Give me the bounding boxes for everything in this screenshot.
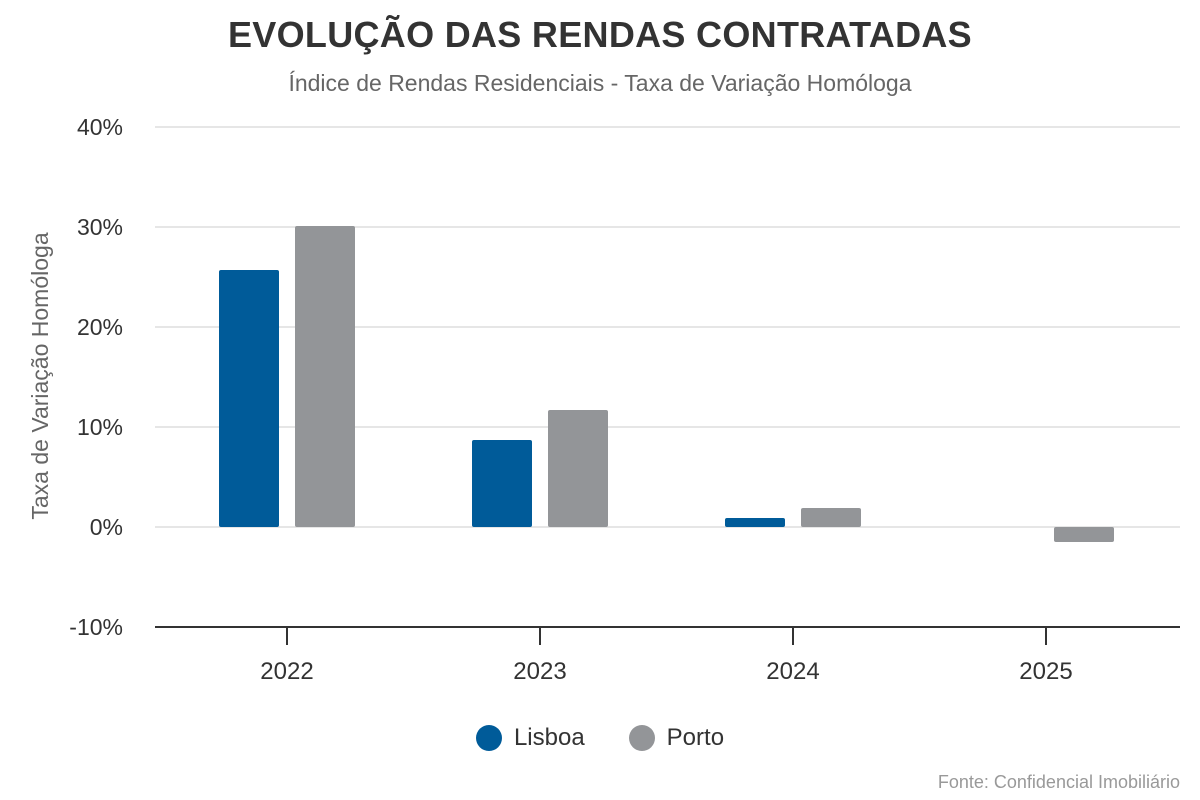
x-tick-label: 2022 <box>260 658 313 685</box>
bar-porto-2025 <box>1054 527 1114 542</box>
y-tick-label: -10% <box>69 614 123 640</box>
chart-title: EVOLUÇÃO DAS RENDAS CONTRATADAS <box>228 14 972 55</box>
bar-porto-2023 <box>548 410 608 527</box>
x-tick-label: 2024 <box>766 658 819 685</box>
x-tick-label: 2025 <box>1019 658 1072 685</box>
y-tick-label: 30% <box>77 214 123 240</box>
bar-porto-2022 <box>295 226 355 527</box>
x-tick-label: 2023 <box>513 658 566 685</box>
bar-lisboa-2022 <box>219 270 279 527</box>
chart-subtitle: Índice de Rendas Residenciais - Taxa de … <box>288 70 912 96</box>
y-tick-label: 40% <box>77 114 123 140</box>
legend: Lisboa Porto <box>0 724 1200 752</box>
bar-porto-2024 <box>801 508 861 527</box>
legend-swatch-porto <box>628 725 655 751</box>
legend-item-lisboa[interactable]: Lisboa <box>475 724 585 752</box>
legend-swatch-lisboa <box>475 725 502 751</box>
y-axis-label: Taxa de Variação Homóloga <box>27 232 53 519</box>
bar-lisboa-2023 <box>472 440 532 527</box>
legend-item-porto[interactable]: Porto <box>628 724 725 752</box>
y-tick-label: 10% <box>77 414 123 440</box>
bar-lisboa-2024 <box>725 518 785 527</box>
legend-label-porto: Porto <box>666 724 725 751</box>
source-note: Fonte: Confidencial Imobiliário <box>937 772 1180 792</box>
y-tick-label: 0% <box>90 514 123 540</box>
legend-label-lisboa: Lisboa <box>513 724 585 751</box>
y-tick-label: 20% <box>77 314 123 340</box>
